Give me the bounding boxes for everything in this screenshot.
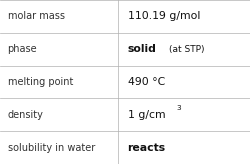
Text: phase: phase (8, 44, 37, 54)
Text: reacts: reacts (128, 143, 166, 153)
Text: 490 °C: 490 °C (128, 77, 165, 87)
Text: density: density (8, 110, 44, 120)
Text: (at STP): (at STP) (168, 45, 204, 54)
Text: molar mass: molar mass (8, 11, 64, 21)
Text: 1 g/cm: 1 g/cm (128, 110, 165, 120)
Text: solubility in water: solubility in water (8, 143, 95, 153)
Text: melting point: melting point (8, 77, 73, 87)
Text: 3: 3 (176, 105, 181, 111)
Text: 110.19 g/mol: 110.19 g/mol (128, 11, 200, 21)
Text: solid: solid (128, 44, 156, 54)
